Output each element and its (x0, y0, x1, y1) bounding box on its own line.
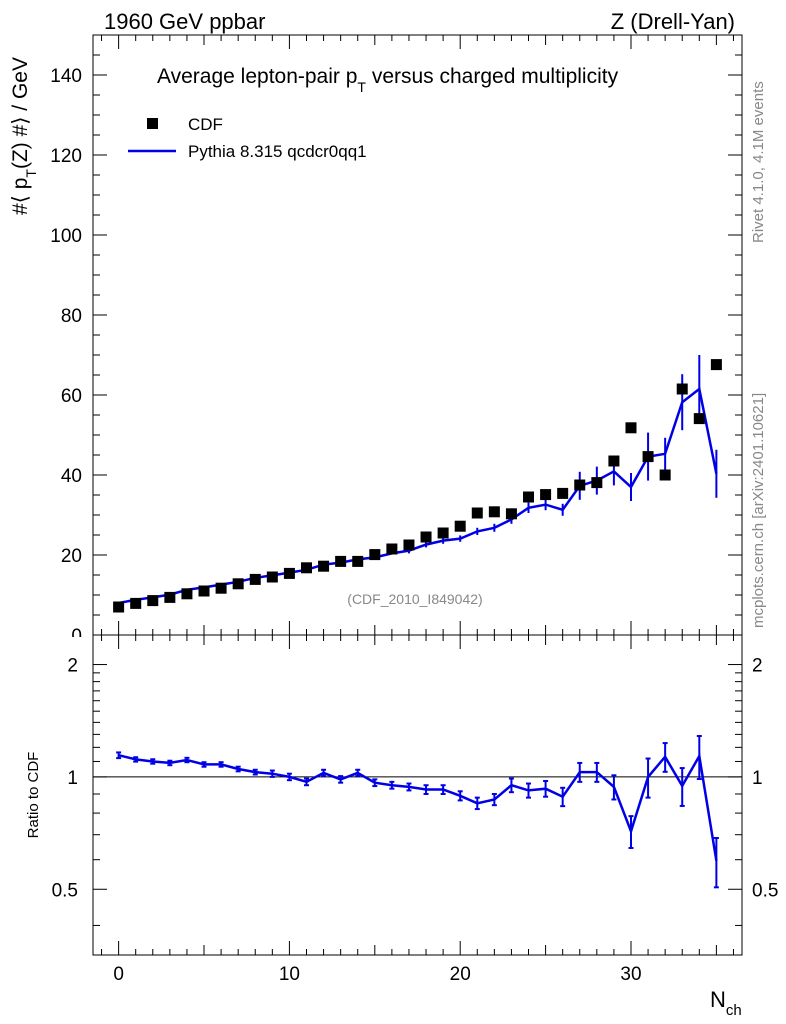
cdf-point (659, 469, 671, 481)
cdf-point (113, 601, 125, 613)
cdf-point (249, 573, 261, 585)
cdf-point (488, 506, 500, 518)
y-tick-label: 20 (61, 546, 82, 567)
ratio-frame-border (92, 634, 743, 956)
cdf-point (437, 527, 449, 539)
cdf-point (283, 567, 295, 579)
ratio-y-axis-label: Ratio to CDF (25, 752, 42, 839)
y-axis-label: #⟨ pT(Z) #⟩ / GeV (9, 57, 39, 215)
header-energy: 1960 GeV ppbar (104, 9, 265, 34)
cdf-point (232, 578, 244, 590)
legend-cdf-label: CDF (188, 115, 223, 134)
header-process: Z (Drell-Yan) (611, 9, 735, 34)
legend: CDF Pythia 8.315 qcdcr0qq1 (128, 115, 367, 161)
x-tick-label: 10 (279, 964, 300, 985)
cdf-point (557, 487, 569, 499)
ratio-panel: 0 10 20 30 0.5 0.5 1 1 2 2 (52, 634, 778, 985)
cdf-point (642, 451, 654, 463)
x-axis-label: Nch (710, 987, 742, 1019)
chart-marks (113, 355, 722, 889)
legend-cdf-marker (147, 118, 158, 129)
main-panel: 0 20 40 60 80 100 120 140 (50, 34, 743, 649)
cdf-point (625, 422, 637, 434)
cdf-point (300, 562, 312, 574)
rivet-info: Rivet 4.1.0, 4.1M events (750, 81, 767, 243)
y-tick-label: 120 (50, 146, 82, 167)
ratio-y-tick-label-right: 2 (752, 656, 763, 677)
svg-text:#⟨ pT(Z) #⟩ / GeV: #⟨ pT(Z) #⟩ / GeV (9, 57, 39, 215)
cdf-point (403, 539, 415, 551)
legend-pythia-label: Pythia 8.315 qcdcr0qq1 (188, 142, 367, 161)
cdf-point (198, 585, 210, 597)
label-mask (60, 637, 90, 649)
x-tick-label: 20 (450, 964, 471, 985)
chart-title: Average lepton-pair pT versus charged mu… (157, 65, 619, 95)
cdf-point (505, 508, 517, 520)
mcplots-credit: mcplots.cern.ch [arXiv:2401.10621] (750, 393, 767, 628)
cdf-point (369, 549, 381, 561)
cdf-point (181, 588, 193, 600)
cdf-point (164, 591, 176, 603)
analysis-watermark: (CDF_2010_I849042) (347, 591, 482, 607)
ratio-y-tick-label: 0.5 (52, 880, 78, 901)
cdf-point (608, 455, 620, 467)
ratio-y-tick-label: 1 (67, 768, 78, 789)
cdf-point (676, 383, 688, 395)
ratio-y-tick-label-right: 0.5 (752, 880, 778, 901)
ratio-y-tick-label-right: 1 (752, 768, 763, 789)
cdf-point (318, 560, 330, 572)
ratio-y-tick-label: 2 (67, 656, 78, 677)
cdf-point (335, 555, 347, 567)
y-tick-label: 0 (71, 626, 82, 647)
cdf-point (710, 359, 722, 371)
x-tick-label: 30 (620, 964, 641, 985)
cdf-point (130, 597, 142, 609)
pythia-line (118, 386, 718, 605)
y-tick-label: 100 (50, 226, 82, 247)
cdf-point (386, 543, 398, 555)
cdf-point (591, 477, 603, 489)
cdf-point (523, 491, 535, 503)
cdf-point (147, 595, 159, 607)
cdf-point (574, 479, 586, 491)
cdf-point (471, 507, 483, 519)
y-tick-label: 60 (61, 386, 82, 407)
cdf-point (454, 520, 466, 532)
y-tick-label: 40 (61, 466, 82, 487)
cdf-point (266, 571, 278, 583)
cdf-point (352, 555, 364, 567)
cdf-point (693, 413, 705, 425)
cdf-point (215, 582, 227, 594)
y-tick-label: 140 (50, 66, 82, 87)
cdf-point (420, 531, 432, 543)
y-tick-label: 80 (61, 306, 82, 327)
cdf-point (540, 489, 552, 501)
x-tick-label: 0 (113, 964, 124, 985)
ratio-line (118, 752, 718, 862)
